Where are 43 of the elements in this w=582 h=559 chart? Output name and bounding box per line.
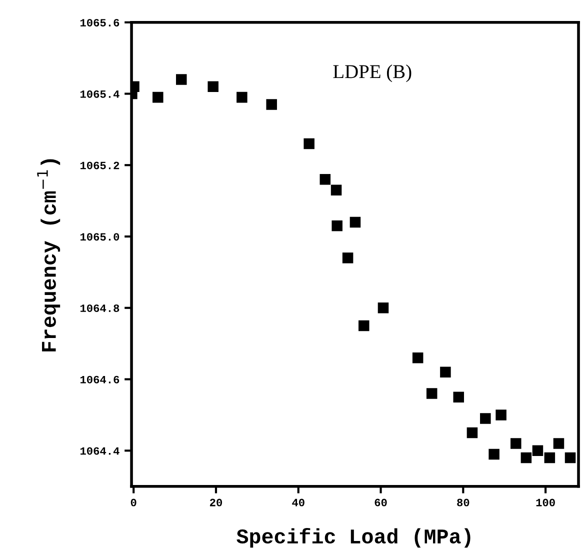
point (426, 388, 438, 399)
point (496, 410, 506, 420)
x-tick-label: 100 (536, 498, 555, 506)
point (532, 445, 544, 456)
x-tick-label: 80 (457, 498, 470, 506)
point (342, 252, 354, 264)
y-tick-label: 1065.2 (80, 162, 120, 170)
point (176, 74, 187, 85)
point (208, 81, 218, 92)
point (480, 413, 491, 424)
y-tick-label: 1064.6 (80, 376, 120, 384)
point (520, 452, 532, 464)
x-tick-label: 0 (130, 498, 136, 506)
point (304, 138, 314, 150)
point (553, 438, 564, 449)
x-tick-label: 20 (210, 498, 222, 506)
point (488, 448, 500, 460)
y-tick-label: 1065.6 (80, 18, 120, 26)
point (564, 452, 576, 464)
point (266, 99, 277, 110)
y-tick-label: 1065.0 (80, 233, 120, 241)
x-tick-label: 40 (292, 498, 304, 506)
y-tick-label: 1065.4 (80, 90, 120, 98)
y-tick-label: 1064.4 (80, 447, 120, 455)
point (350, 216, 361, 228)
point (510, 438, 522, 449)
annotation: LDPE (B) (333, 64, 412, 82)
point (152, 92, 164, 103)
point (358, 320, 370, 332)
point (320, 174, 331, 185)
x-axis-title: Specific Load (MPa) (236, 528, 470, 548)
y-axis-title: Frequency (cm$^{−1}$) (37, 159, 60, 352)
x-tick-label: 60 (374, 498, 387, 506)
point (236, 92, 248, 103)
point (412, 352, 424, 364)
point (466, 427, 478, 438)
point (330, 184, 342, 196)
point (378, 302, 389, 314)
point (440, 366, 451, 378)
point (453, 392, 464, 402)
point (332, 220, 342, 232)
point (544, 452, 556, 464)
y-tick-label: 1064.8 (80, 304, 120, 312)
